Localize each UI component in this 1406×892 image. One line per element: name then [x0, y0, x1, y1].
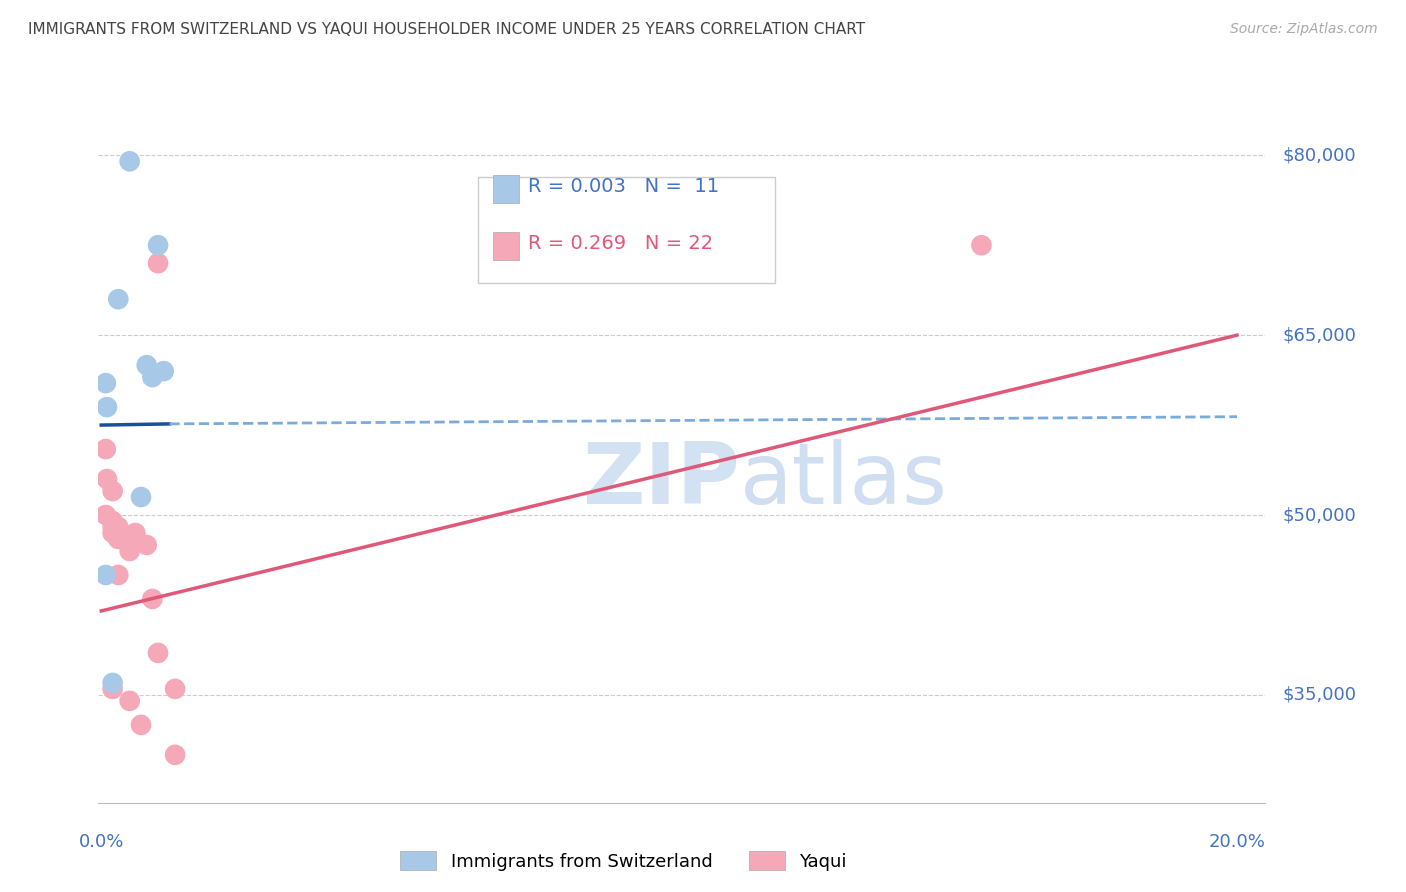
Point: [118, 694, 141, 708]
Point: [107, 568, 129, 582]
Legend: Immigrants from Switzerland, Yaqui: Immigrants from Switzerland, Yaqui: [394, 844, 853, 878]
Point: [141, 370, 163, 384]
Bar: [494, 175, 519, 203]
Point: [94, 508, 117, 522]
Point: [165, 747, 187, 762]
Text: $80,000: $80,000: [1282, 146, 1355, 164]
Point: [118, 544, 141, 558]
Point: [94, 568, 117, 582]
Point: [101, 676, 124, 690]
Point: [101, 520, 124, 534]
Text: $65,000: $65,000: [1282, 326, 1357, 344]
Point: [135, 358, 157, 372]
Point: [101, 483, 124, 498]
Text: $50,000: $50,000: [1282, 506, 1355, 524]
Point: [101, 526, 124, 541]
Point: [107, 532, 129, 546]
Point: [124, 526, 146, 541]
Point: [107, 292, 129, 306]
Text: 20.0%: 20.0%: [1209, 833, 1265, 851]
Point: [107, 520, 129, 534]
Point: [94, 376, 117, 391]
Point: [146, 646, 169, 660]
Point: [129, 718, 152, 732]
Text: R = 0.003   N =  11: R = 0.003 N = 11: [527, 178, 718, 196]
Text: $35,000: $35,000: [1282, 686, 1357, 704]
FancyBboxPatch shape: [478, 178, 775, 284]
Text: atlas: atlas: [741, 440, 948, 523]
Bar: [494, 232, 519, 260]
Text: IMMIGRANTS FROM SWITZERLAND VS YAQUI HOUSEHOLDER INCOME UNDER 25 YEARS CORRELATI: IMMIGRANTS FROM SWITZERLAND VS YAQUI HOU…: [28, 22, 865, 37]
Point: [135, 538, 157, 552]
Text: Source: ZipAtlas.com: Source: ZipAtlas.com: [1230, 22, 1378, 37]
Point: [146, 256, 169, 270]
Point: [101, 681, 124, 696]
Point: [152, 364, 174, 378]
Text: ZIP: ZIP: [582, 440, 741, 523]
Point: [118, 154, 141, 169]
Text: R = 0.269   N = 22: R = 0.269 N = 22: [527, 235, 713, 253]
Point: [129, 490, 152, 504]
Text: 0.0%: 0.0%: [79, 833, 124, 851]
Point: [101, 514, 124, 528]
Point: [146, 238, 169, 252]
Point: [96, 472, 118, 486]
Point: [165, 681, 187, 696]
Point: [94, 442, 117, 456]
Point: [96, 400, 118, 414]
Point: [141, 591, 163, 606]
Point: [970, 238, 993, 252]
